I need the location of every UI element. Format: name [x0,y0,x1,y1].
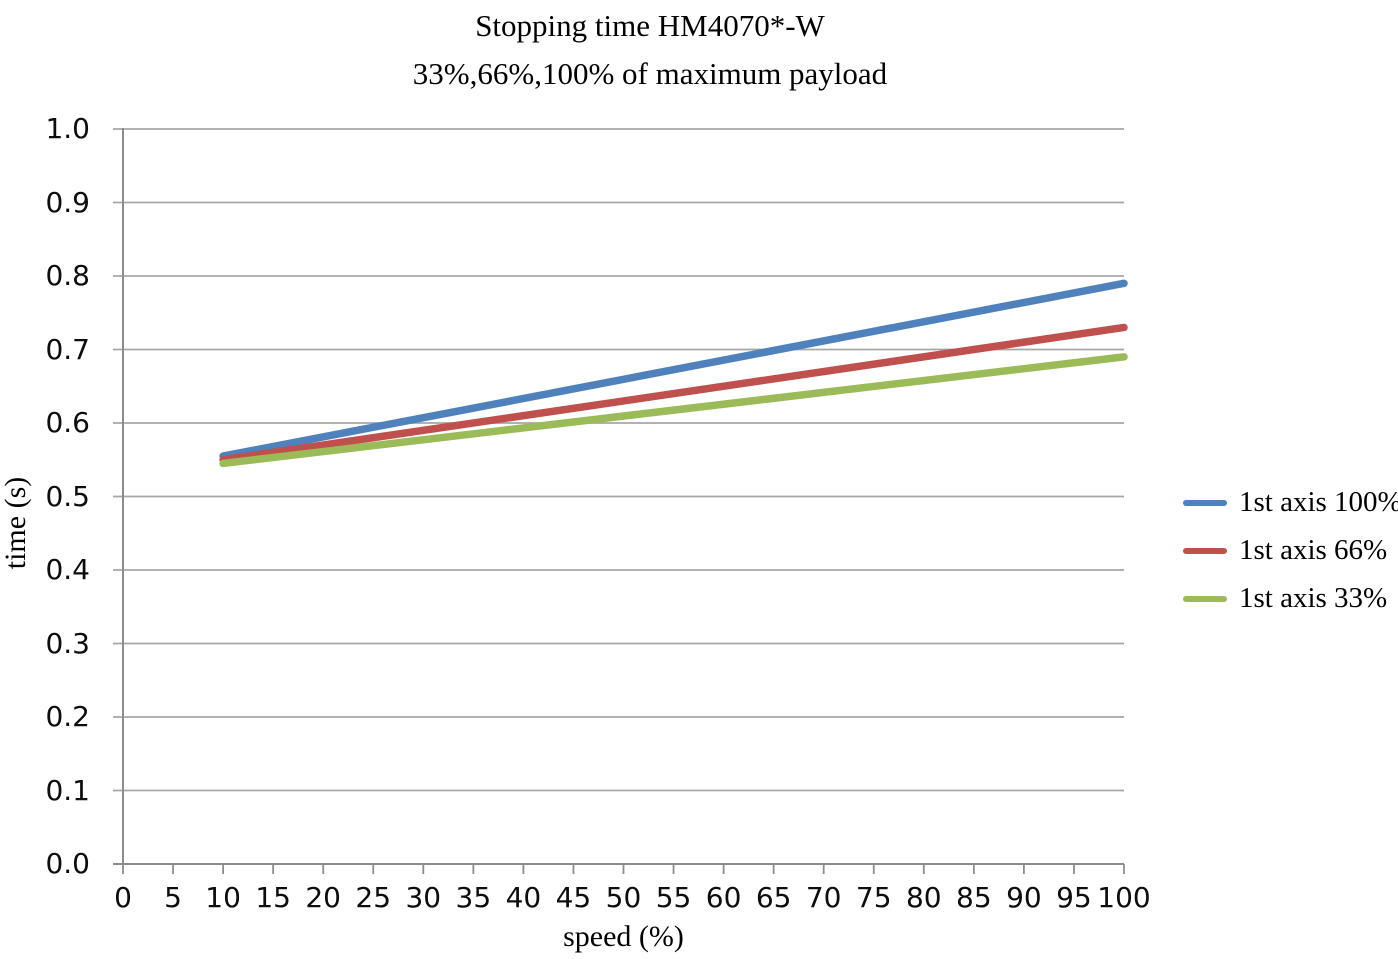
y-tick-label: 0.7 [45,332,90,366]
x-tick-label: 30 [405,881,442,914]
x-tick-label: 35 [455,881,492,914]
legend-item: 1st axis 66% [1183,534,1398,567]
y-tick-label: 0.8 [45,259,90,292]
chart-title-line1: Stopping time HM4070*-W [475,8,825,43]
x-tick-label: 100 [1097,881,1151,914]
x-tick-label: 40 [505,881,542,914]
x-tick-label: 85 [956,881,992,914]
x-tick-label: 55 [655,881,692,914]
chart-title-line2: 33%,66%,100% of maximum payload [412,56,888,91]
x-tick-label: 10 [205,881,241,914]
y-tick-label: 0.2 [45,700,90,733]
legend-label: 1st axis 100% [1239,486,1398,518]
y-tick-label: 0.9 [45,185,90,219]
y-tick-label: 0.1 [45,773,90,807]
legend-label: 1st axis 66% [1239,534,1388,566]
y-tick-label: 0.6 [45,406,90,439]
legend-item: 1st axis 100% [1183,486,1398,519]
y-tick-label: 0.5 [45,479,90,513]
y-tick-label: 0.0 [45,847,90,880]
x-tick-label: 75 [855,881,892,914]
legend-item: 1st axis 33% [1183,582,1398,615]
x-tick-label: 80 [905,881,942,914]
x-tick-label: 50 [605,881,642,914]
legend-line-swatch-red [1183,547,1227,554]
x-tick-label: 15 [255,881,291,914]
x-tick-label: 0 [114,881,132,914]
x-tick-label: 5 [164,881,182,914]
x-tick-label: 20 [305,881,341,914]
legend-line-swatch-blue [1183,499,1227,506]
x-tick-label: 95 [1056,881,1092,914]
legend-label: 1st axis 33% [1239,582,1388,614]
x-axis-title: speed (%) [563,920,684,953]
y-tick-label: 0.3 [45,626,90,660]
chart-title: Stopping time HM4070*-W 33%,66%,100% of … [150,2,1150,98]
x-tick-label: 25 [355,881,392,914]
x-tick-label: 65 [755,881,792,914]
x-tick-label: 90 [1006,881,1042,914]
x-tick-label: 60 [705,881,742,914]
x-tick-label: 45 [555,881,592,914]
y-tick-label: 1.0 [45,112,90,145]
legend-line-swatch-green [1183,595,1227,602]
y-tick-label: 0.4 [45,553,90,586]
legend: 1st axis 100% 1st axis 66% 1st axis 33% [1183,486,1398,630]
x-tick-label: 70 [805,881,842,914]
